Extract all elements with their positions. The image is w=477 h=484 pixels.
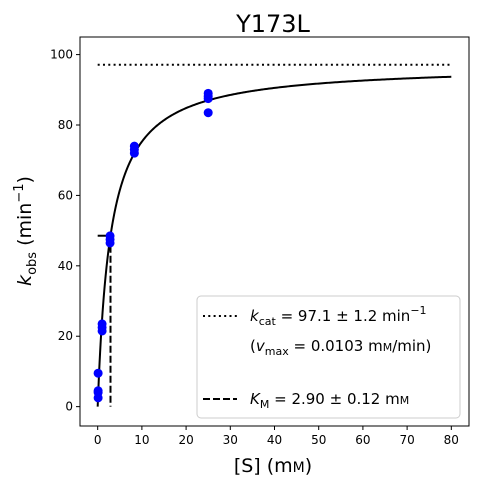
y-tick-label: 100 — [50, 48, 73, 62]
x-tick-label: 60 — [355, 433, 370, 447]
data-point — [203, 108, 213, 118]
x-tick-label: 80 — [444, 433, 459, 447]
x-tick-label: 40 — [267, 433, 282, 447]
data-point — [93, 368, 103, 378]
axis-ticks: 0 10 20 30 40 50 60 70 80 0 20 40 60 80 100 — [50, 48, 459, 447]
legend-kcat-label: kcat = 97.1 ± 1.2 min−1 — [250, 304, 427, 328]
data-point — [105, 231, 115, 241]
x-tick-label: 10 — [134, 433, 149, 447]
fit-curve — [96, 75, 452, 407]
y-tick-label: 40 — [58, 259, 73, 273]
x-tick-label: 70 — [399, 433, 414, 447]
legend-km-label: KM = 2.90 ± 0.12 mM — [250, 390, 409, 411]
y-tick-label: 0 — [65, 400, 73, 414]
data-point — [97, 319, 107, 329]
legend: kcat = 97.1 ± 1.2 min−1 (vmax = 0.0103 m… — [196, 295, 461, 419]
data-point — [93, 386, 103, 396]
y-axis-label: kobs (min−1) — [12, 176, 40, 286]
data-point — [203, 88, 213, 98]
data-point — [129, 141, 139, 151]
x-tick-label: 30 — [223, 433, 238, 447]
y-tick-label: 80 — [58, 118, 73, 132]
fit-curve-layer — [96, 75, 452, 407]
x-tick-label: 50 — [311, 433, 326, 447]
legend-vmax-label: (vmax = 0.0103 mM/min) — [250, 337, 431, 358]
chart-title: Y173L — [235, 10, 310, 38]
y-tick-label: 60 — [58, 188, 73, 202]
legend-box — [196, 295, 461, 419]
x-tick-label: 20 — [178, 433, 193, 447]
data-points — [93, 88, 213, 403]
x-axis-label: [S] (mM) — [234, 455, 312, 477]
y-tick-label: 20 — [58, 329, 73, 343]
x-tick-label: 0 — [94, 433, 102, 447]
